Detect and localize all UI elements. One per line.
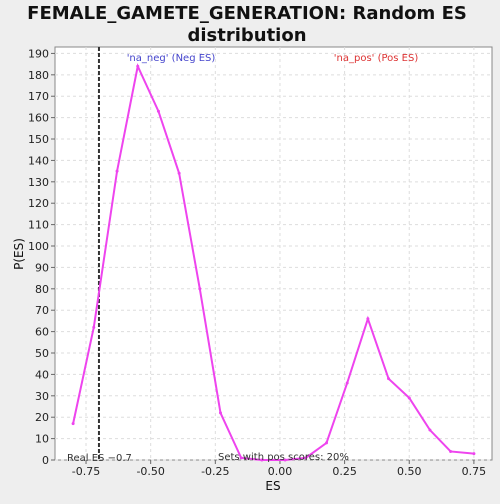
data-point — [115, 169, 119, 173]
x-tick-label: -0.50 — [136, 465, 164, 478]
pos-scores-label: Sets with pos scores: 20% — [218, 452, 349, 463]
plot-area — [54, 46, 493, 461]
y-tick-label: 160 — [28, 112, 49, 125]
y-axis-label: P(ES) — [12, 238, 26, 270]
x-tick-label: 0.00 — [268, 465, 293, 478]
data-point — [260, 458, 264, 462]
data-point — [92, 325, 96, 329]
y-tick-label: 60 — [35, 326, 49, 339]
pos-es-label: 'na_pos' (Pos ES) — [334, 53, 419, 64]
data-point — [345, 381, 349, 385]
grid-lines — [55, 47, 492, 461]
x-tick-label: 0.25 — [332, 465, 357, 478]
x-axis-ticks: -0.75 -0.50 -0.25 0.00 0.25 0.50 0.75 — [72, 460, 486, 478]
series-points — [71, 64, 476, 462]
data-point — [177, 171, 181, 175]
data-point — [283, 458, 287, 462]
y-tick-label: 100 — [28, 240, 49, 253]
data-point — [449, 449, 453, 453]
neg-es-label: 'na_neg' (Neg ES) — [127, 53, 216, 64]
data-point — [472, 452, 476, 456]
data-point — [71, 422, 75, 426]
y-tick-label: 70 — [35, 304, 49, 317]
y-tick-label: 0 — [42, 454, 49, 467]
chart-title-line2: distribution — [187, 25, 306, 46]
y-tick-label: 170 — [28, 90, 49, 103]
data-point — [387, 377, 391, 381]
x-tick-label: -0.75 — [72, 465, 100, 478]
y-tick-label: 10 — [35, 433, 49, 446]
data-point — [366, 317, 370, 321]
data-point — [218, 411, 222, 415]
real-es-label: Real ES −0.7 — [67, 453, 132, 464]
data-point — [239, 456, 243, 460]
x-tick-label: 0.50 — [397, 465, 422, 478]
y-tick-label: 150 — [28, 133, 49, 146]
y-tick-label: 120 — [28, 197, 49, 210]
x-tick-label: 0.75 — [462, 465, 487, 478]
data-point — [198, 287, 202, 291]
y-tick-label: 190 — [28, 47, 49, 60]
y-tick-label: 20 — [35, 411, 49, 424]
y-tick-label: 130 — [28, 176, 49, 189]
data-point — [304, 456, 308, 460]
y-axis-ticks: 0 10 20 30 40 50 60 70 80 90 100 110 120 130 140 150 160… — [28, 47, 55, 467]
y-tick-label: 50 — [35, 347, 49, 360]
data-point — [156, 109, 160, 113]
x-tick-label: -0.25 — [201, 465, 229, 478]
y-tick-label: 90 — [35, 261, 49, 274]
chart-title-line1: FEMALE_GAMETE_GENERATION: Random ES — [27, 3, 467, 24]
data-point — [407, 396, 411, 400]
y-tick-label: 140 — [28, 154, 49, 167]
y-tick-label: 110 — [28, 219, 49, 232]
x-axis-label: ES — [265, 479, 280, 493]
y-tick-label: 40 — [35, 368, 49, 381]
y-tick-label: 180 — [28, 69, 49, 82]
data-point — [428, 428, 432, 432]
data-point — [325, 441, 329, 445]
y-tick-label: 30 — [35, 390, 49, 403]
data-point — [136, 64, 140, 68]
series-line — [72, 63, 474, 461]
y-tick-label: 80 — [35, 283, 49, 296]
